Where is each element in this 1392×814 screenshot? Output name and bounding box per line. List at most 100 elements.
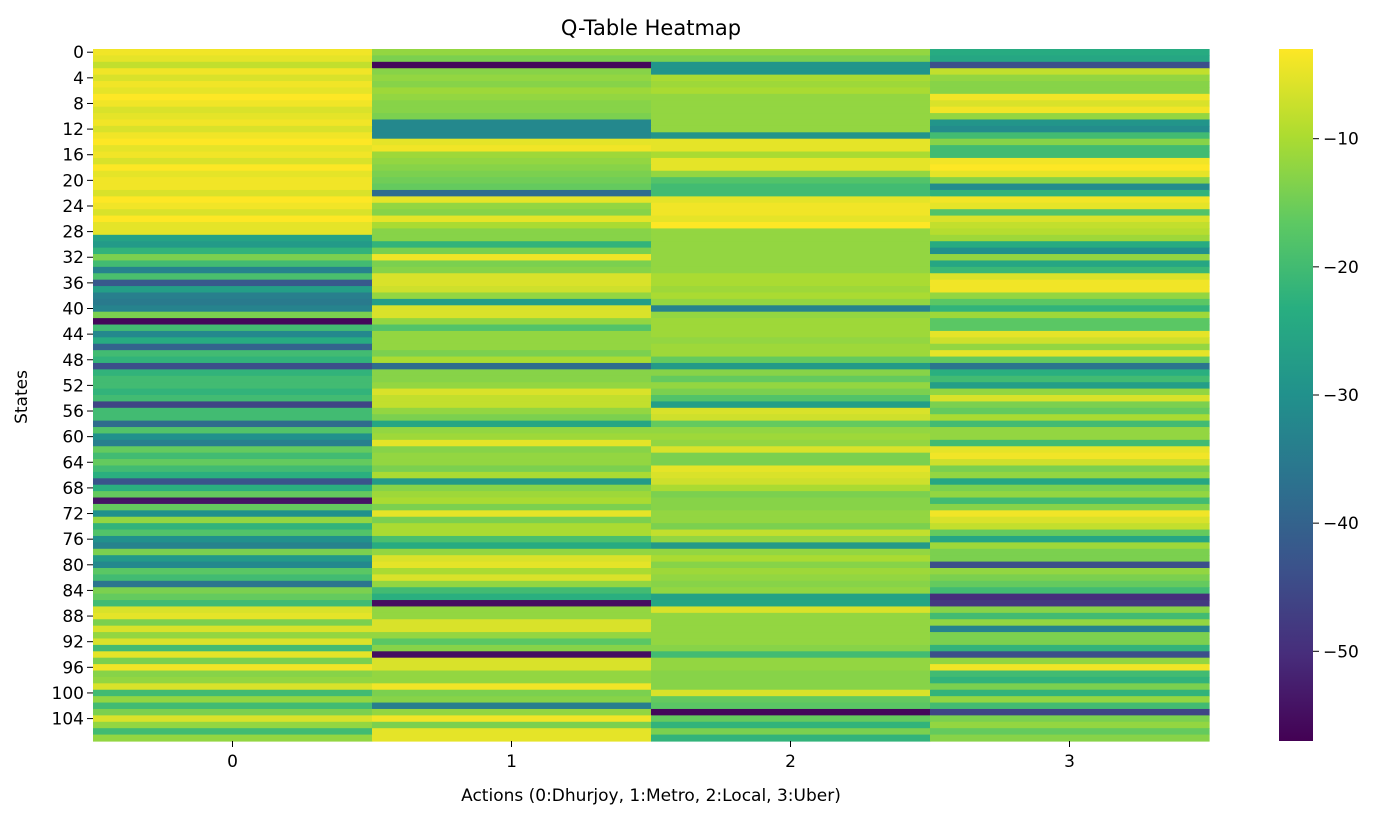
x-tick-label: 0 xyxy=(227,752,238,772)
y-tick-label: 8 xyxy=(73,94,84,114)
heatmap-cell xyxy=(930,600,1210,607)
heatmap-cell xyxy=(372,421,652,428)
heatmap-cell xyxy=(372,363,652,370)
heatmap-cell xyxy=(930,587,1210,594)
heatmap-cell xyxy=(651,504,931,511)
heatmap-cell xyxy=(93,126,373,133)
heatmap-cell xyxy=(93,735,373,742)
heatmap-cell xyxy=(651,453,931,460)
heatmap-cell xyxy=(651,703,931,710)
heatmap-cell xyxy=(372,401,652,408)
heatmap-cell xyxy=(93,318,373,325)
heatmap-cell xyxy=(372,337,652,344)
heatmap-cell xyxy=(372,325,652,332)
heatmap-cell xyxy=(930,574,1210,581)
heatmap-cell xyxy=(93,427,373,434)
heatmap-cell xyxy=(372,626,652,633)
heatmap-cell xyxy=(372,408,652,415)
heatmap-cell xyxy=(372,664,652,671)
heatmap-cell xyxy=(372,344,652,351)
heatmap-cell xyxy=(93,408,373,415)
heatmap-cell xyxy=(93,49,373,56)
heatmap-cell xyxy=(93,222,373,229)
heatmap-cell xyxy=(930,68,1210,75)
heatmap-cell xyxy=(372,530,652,537)
heatmap-cell xyxy=(651,382,931,389)
y-tick-label: 88 xyxy=(62,607,84,627)
heatmap-cell xyxy=(93,581,373,588)
heatmap-cell xyxy=(930,408,1210,415)
heatmap-cell xyxy=(372,235,652,242)
heatmap-cell xyxy=(930,158,1210,165)
heatmap-cell xyxy=(372,395,652,402)
heatmap-cell xyxy=(651,139,931,146)
heatmap-cell xyxy=(930,267,1210,274)
heatmap-cell xyxy=(651,677,931,684)
heatmap-cell xyxy=(930,658,1210,665)
heatmap-cell xyxy=(930,344,1210,351)
heatmap-cell xyxy=(651,645,931,652)
heatmap-cell xyxy=(372,158,652,165)
heatmap-cell xyxy=(651,574,931,581)
heatmap-cell xyxy=(372,113,652,120)
heatmap-cell xyxy=(651,549,931,556)
heatmap-cell xyxy=(651,119,931,126)
heatmap-cell xyxy=(372,581,652,588)
y-tick-label: 104 xyxy=(52,710,84,730)
heatmap-cell xyxy=(372,504,652,511)
heatmap-cell xyxy=(651,613,931,620)
heatmap-cell xyxy=(930,427,1210,434)
heatmap-cell xyxy=(93,536,373,543)
heatmap-cell xyxy=(372,280,652,287)
heatmap-cell xyxy=(372,658,652,665)
heatmap-cell xyxy=(372,152,652,159)
heatmap-cell xyxy=(651,81,931,88)
colorbar-ticks: −10 −20 −30 −40 −50 xyxy=(1313,130,1359,663)
heatmap-cell xyxy=(93,171,373,178)
heatmap-cell xyxy=(930,478,1210,485)
heatmap-cell xyxy=(930,613,1210,620)
heatmap-cell xyxy=(651,709,931,716)
heatmap-cell xyxy=(651,530,931,537)
y-tick-label: 72 xyxy=(62,505,84,525)
heatmap-cell xyxy=(930,228,1210,235)
heatmap-cell xyxy=(93,184,373,191)
heatmap-cell xyxy=(651,235,931,242)
heatmap-cell xyxy=(930,190,1210,197)
heatmap-cell xyxy=(651,254,931,261)
heatmap-cell xyxy=(930,530,1210,537)
heatmap-cell xyxy=(372,619,652,626)
heatmap-cell xyxy=(372,350,652,357)
heatmap-cell xyxy=(93,357,373,364)
heatmap-cell xyxy=(372,196,652,203)
heatmap-cell xyxy=(930,132,1210,139)
heatmap-cell xyxy=(93,562,373,569)
heatmap-cell xyxy=(372,651,652,658)
heatmap-cell xyxy=(372,126,652,133)
heatmap-cell xyxy=(651,87,931,94)
heatmap-cell xyxy=(372,87,652,94)
heatmap-cell xyxy=(930,491,1210,498)
heatmap-cell xyxy=(651,600,931,607)
heatmap-cell xyxy=(372,241,652,248)
heatmap-cell xyxy=(930,49,1210,56)
heatmap-cell xyxy=(651,280,931,287)
y-tick-label: 36 xyxy=(62,274,84,294)
heatmap-cell xyxy=(651,241,931,248)
heatmap-cell xyxy=(651,184,931,191)
heatmap-cell xyxy=(930,472,1210,479)
heatmap-cell xyxy=(651,337,931,344)
heatmap-cell xyxy=(372,574,652,581)
heatmap-cell xyxy=(651,626,931,633)
heatmap-cell xyxy=(651,658,931,665)
heatmap-cell xyxy=(372,690,652,697)
heatmap-cell xyxy=(930,638,1210,645)
heatmap-cell xyxy=(651,260,931,267)
heatmap-cells xyxy=(93,49,1210,742)
heatmap-cell xyxy=(93,555,373,562)
heatmap-cell xyxy=(651,421,931,428)
heatmap-cell xyxy=(372,645,652,652)
heatmap-cell xyxy=(930,87,1210,94)
heatmap-cell xyxy=(930,728,1210,735)
